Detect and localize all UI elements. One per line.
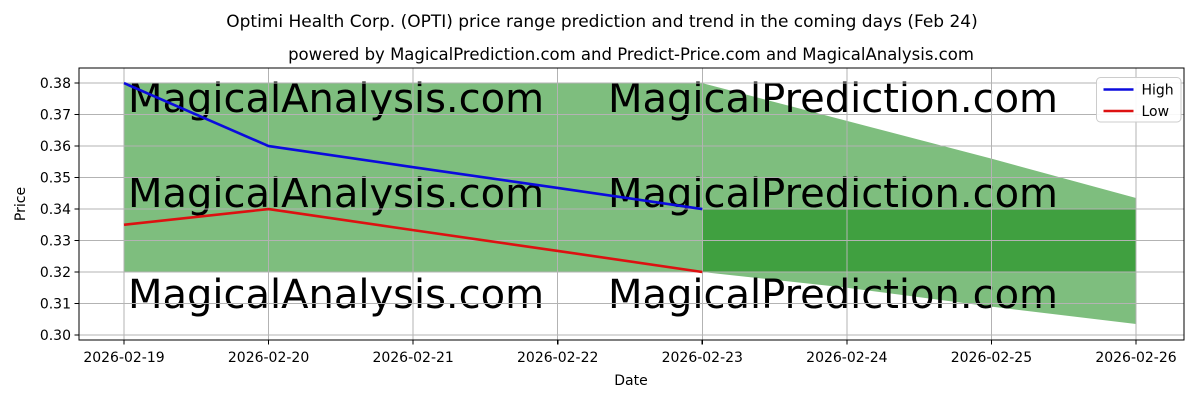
y-axis-label: Price bbox=[13, 187, 29, 221]
watermark-text: MagicalPrediction.com bbox=[608, 272, 1058, 318]
series-lines bbox=[123, 81, 703, 274]
y-tick-label: 0.32 bbox=[40, 265, 71, 281]
y-tick-label: 0.35 bbox=[40, 171, 71, 187]
x-tick-label: 2026-02-20 bbox=[228, 350, 309, 366]
x-tick-label: 2026-02-24 bbox=[806, 350, 887, 366]
y-tick-label: 0.31 bbox=[40, 296, 71, 312]
y-tick-label: 0.34 bbox=[40, 202, 71, 218]
tick-labels: 2026-02-19 2026-02-20 2026-02-21 2026-02-22… bbox=[40, 76, 1177, 366]
low-line bbox=[123, 207, 703, 274]
x-tick-label: 2026-02-21 bbox=[372, 350, 453, 366]
x-tick-label: 2026-02-19 bbox=[83, 350, 164, 366]
plot-border bbox=[78, 67, 1185, 341]
axes-spines-and-ticks bbox=[74, 67, 1185, 345]
x-tick-label: 2026-02-26 bbox=[1095, 350, 1176, 366]
legend-label-low: Low bbox=[1142, 104, 1170, 120]
legend-label-high: High bbox=[1142, 83, 1174, 99]
x-axis-label: Date bbox=[614, 373, 647, 389]
x-tick-label: 2026-02-23 bbox=[662, 350, 743, 366]
y-tick-label: 0.30 bbox=[40, 328, 71, 344]
y-tick-label: 0.36 bbox=[40, 139, 71, 155]
chart-title: Optimi Health Corp. (OPTI) price range p… bbox=[226, 12, 978, 32]
y-tick-label: 0.38 bbox=[40, 76, 71, 92]
legend: High Low bbox=[1096, 77, 1182, 123]
chart-subtitle: powered by MagicalPrediction.com and Pre… bbox=[288, 45, 974, 64]
x-tick-label: 2026-02-25 bbox=[951, 350, 1032, 366]
high-line bbox=[123, 81, 703, 211]
y-tick-label: 0.37 bbox=[40, 108, 71, 124]
watermark-text: MagicalAnalysis.com bbox=[128, 272, 544, 318]
y-tick-label: 0.33 bbox=[40, 234, 71, 250]
x-tick-label: 2026-02-22 bbox=[517, 350, 598, 366]
